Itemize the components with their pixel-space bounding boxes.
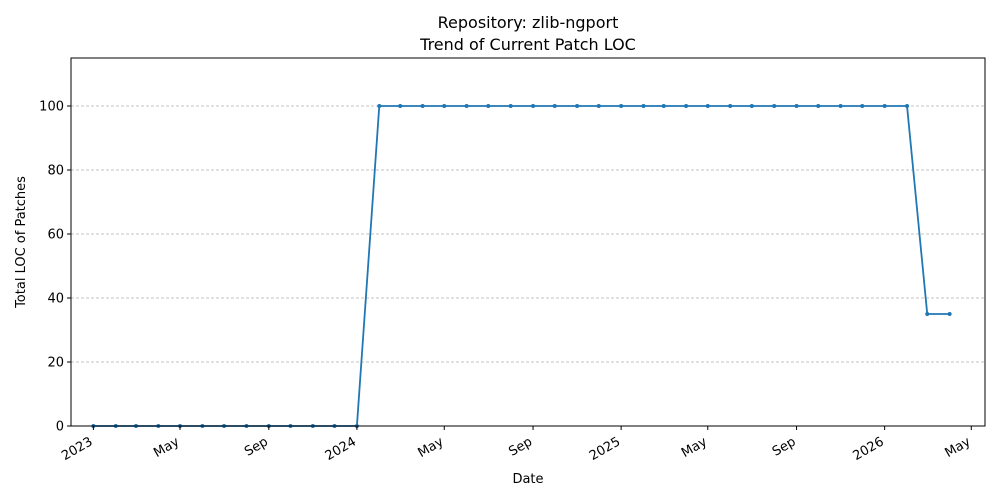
- y-tick-label: 80: [47, 164, 64, 179]
- data-point: [925, 312, 930, 316]
- data-point: [552, 104, 557, 108]
- y-tick-label: 20: [47, 356, 64, 371]
- data-point: [816, 104, 821, 108]
- data-point: [398, 104, 403, 108]
- chart-subtitle: Trend of Current Patch LOC: [419, 35, 636, 54]
- data-point: [377, 104, 382, 108]
- data-point: [596, 104, 601, 108]
- data-point: [728, 104, 733, 108]
- data-point: [772, 104, 777, 108]
- data-point: [661, 104, 666, 108]
- data-point: [947, 312, 952, 316]
- data-point: [531, 104, 536, 108]
- data-point: [442, 104, 447, 108]
- data-point: [838, 104, 843, 108]
- data-point: [749, 104, 754, 108]
- data-point: [464, 104, 469, 108]
- chart-title: Repository: zlib-ngport: [438, 13, 619, 32]
- data-point: [705, 104, 710, 108]
- y-tick-label: 0: [56, 420, 64, 435]
- y-tick-label: 40: [47, 292, 64, 307]
- data-point: [860, 104, 865, 108]
- data-point: [905, 104, 910, 108]
- y-axis-label: Total LOC of Patches: [14, 176, 29, 309]
- data-point: [684, 104, 689, 108]
- y-axis: 0 20 40 60 80 100: [39, 100, 71, 435]
- data-point: [619, 104, 624, 108]
- data-point: [794, 104, 799, 108]
- data-point: [882, 104, 887, 108]
- y-tick-label: 60: [47, 228, 64, 243]
- data-point: [508, 104, 513, 108]
- data-point: [575, 104, 580, 108]
- plot-frame: [70, 57, 986, 427]
- x-axis-label: Date: [512, 472, 543, 487]
- data-point: [641, 104, 646, 108]
- data-point: [486, 104, 491, 108]
- y-tick-label: 100: [39, 100, 64, 115]
- data-point: [420, 104, 425, 108]
